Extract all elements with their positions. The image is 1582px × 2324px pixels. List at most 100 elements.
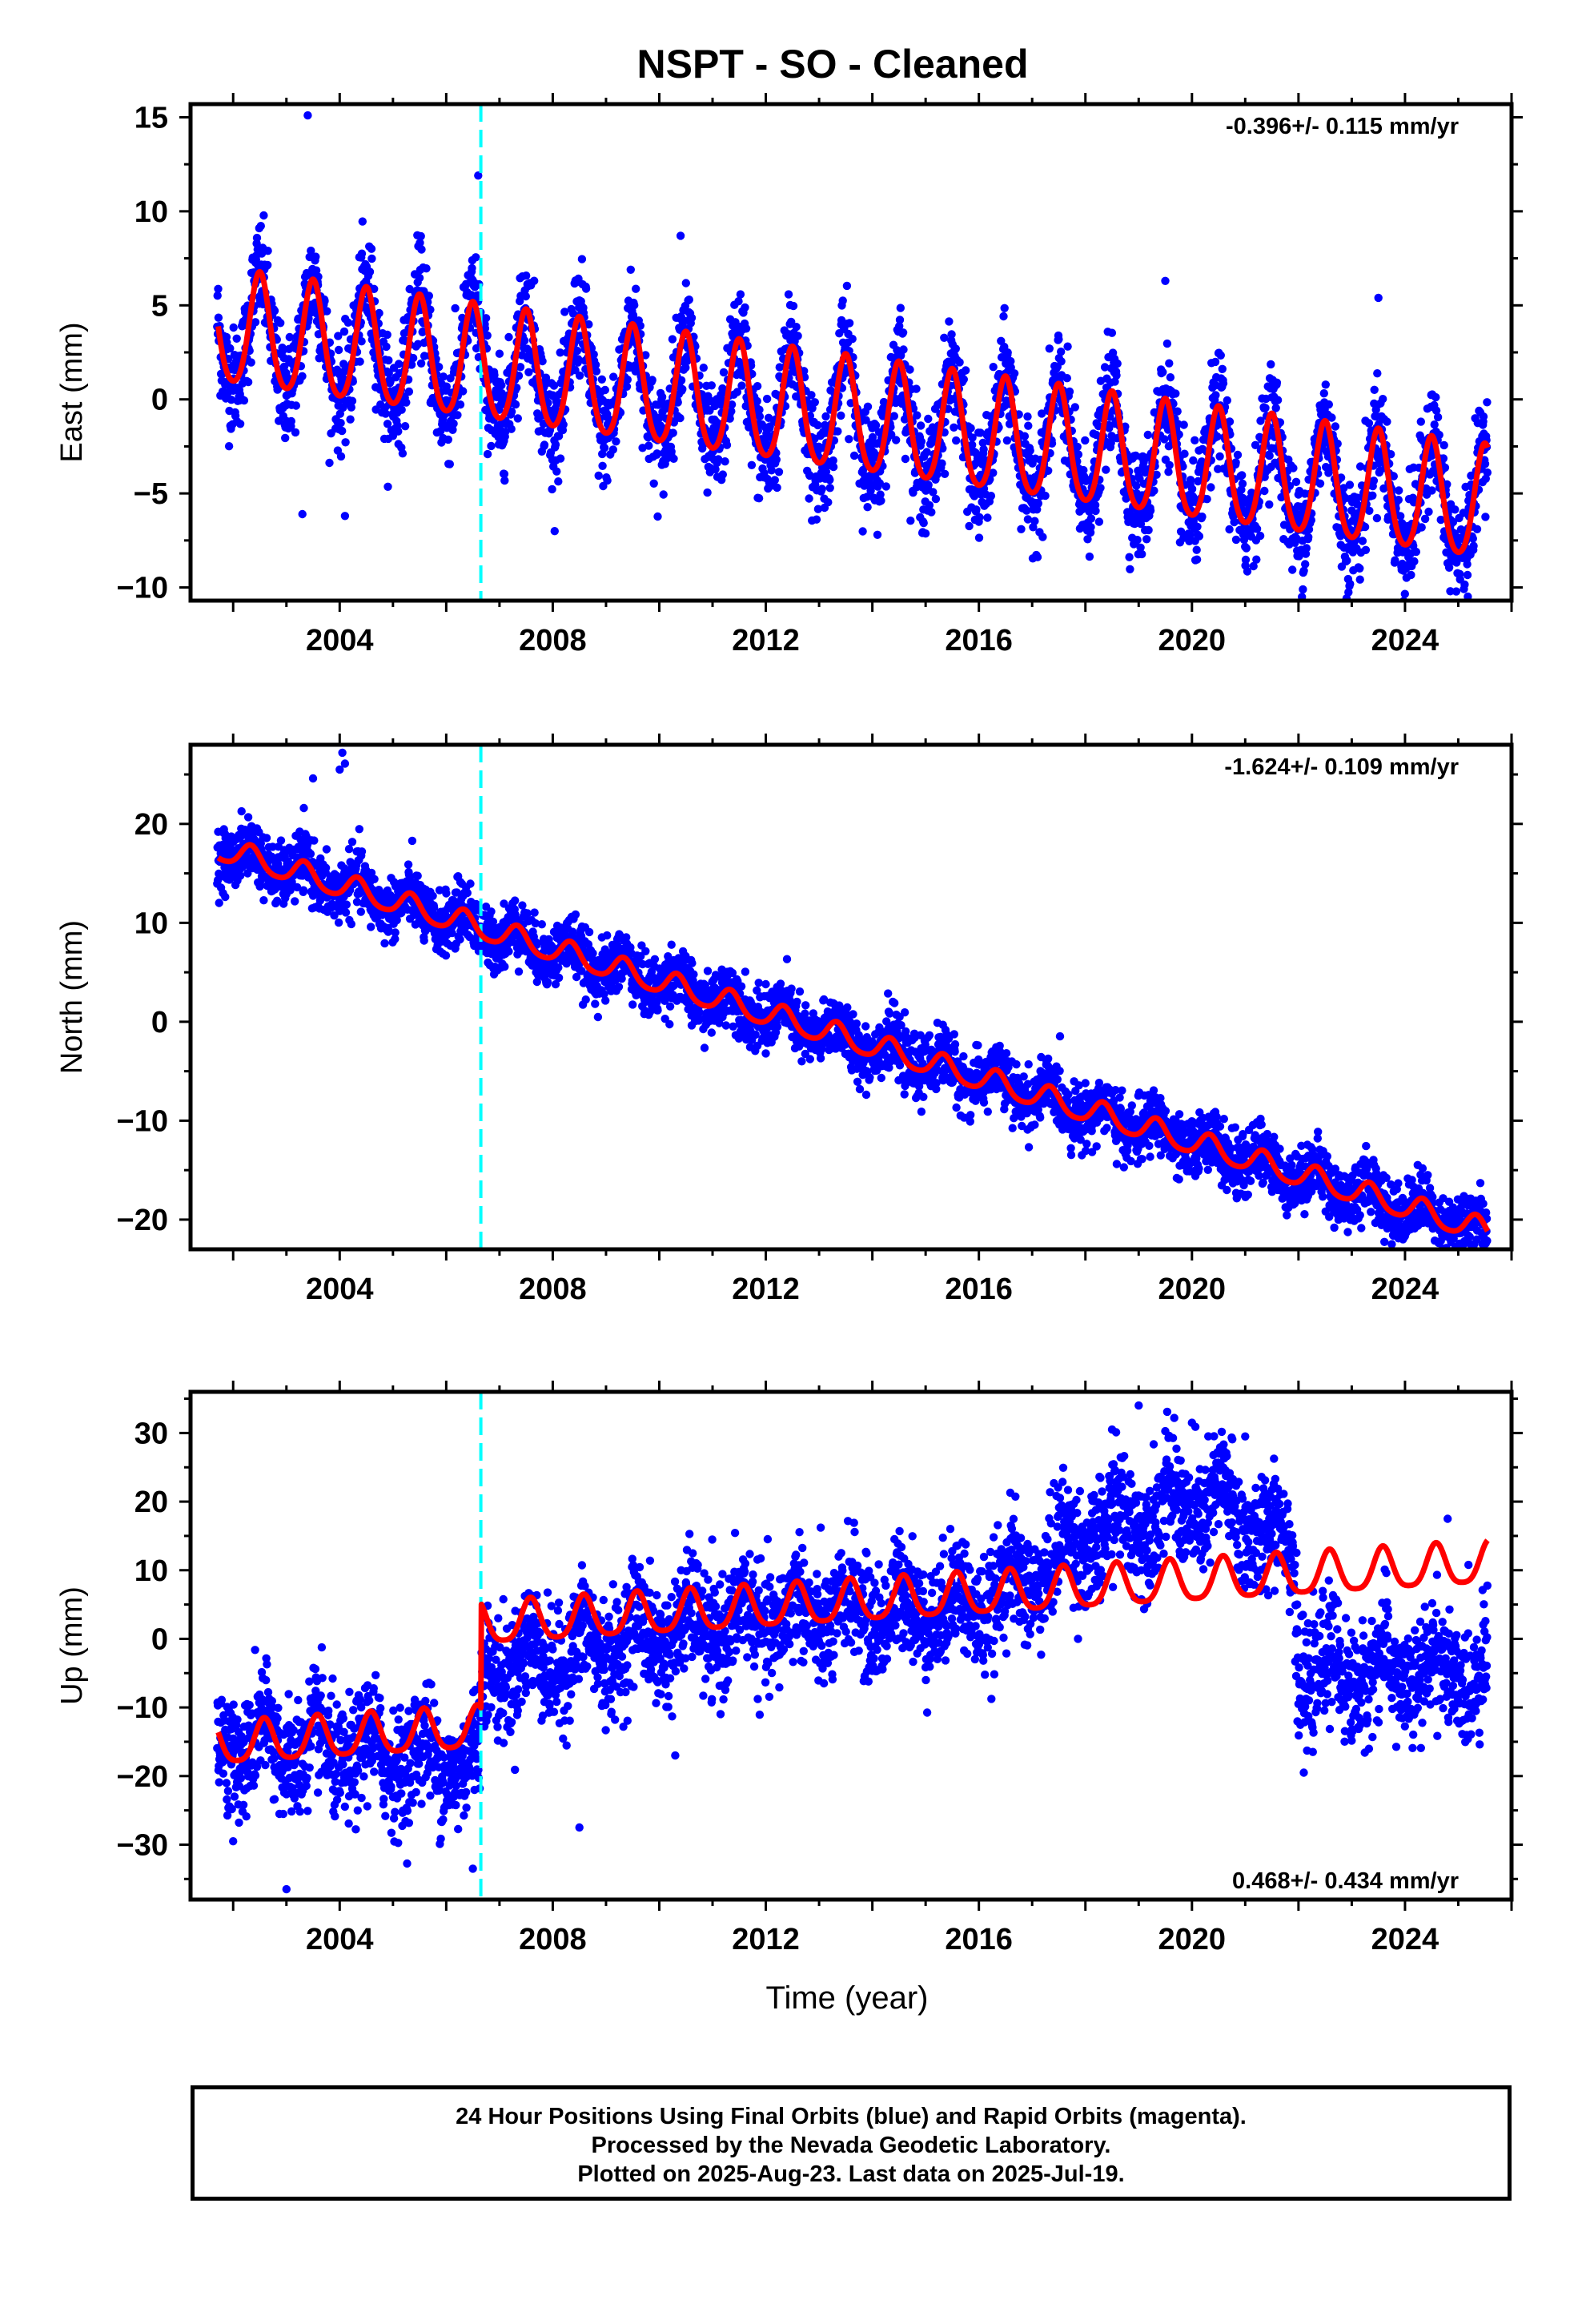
data-point: [435, 363, 444, 372]
data-point: [741, 324, 751, 333]
data-point: [367, 923, 375, 931]
data-point: [589, 350, 598, 359]
data-point: [1033, 553, 1042, 561]
data-point: [1410, 557, 1419, 566]
data-point: [685, 296, 693, 304]
data-point: [600, 444, 609, 452]
x-tick-label: 2024: [1371, 624, 1439, 657]
data-point: [572, 346, 582, 356]
data-point: [221, 892, 230, 902]
data-point: [367, 254, 376, 263]
data-point: [753, 382, 762, 391]
data-point: [1192, 555, 1202, 564]
data-point: [1370, 385, 1379, 394]
y-tick-label: 15: [135, 101, 168, 135]
data-point: [1369, 476, 1379, 485]
data-point: [1469, 541, 1478, 550]
data-point: [979, 444, 988, 454]
data-point: [1161, 276, 1170, 285]
data-point: [623, 375, 632, 384]
data-point: [320, 296, 329, 306]
data-point: [568, 309, 578, 318]
data-point: [1057, 357, 1066, 366]
data-point: [1219, 379, 1228, 388]
x-tick-label: 2016: [945, 624, 1013, 657]
data-point: [1173, 407, 1182, 416]
y-tick-label: 10: [135, 195, 168, 229]
data-point: [511, 896, 520, 905]
data-point: [805, 494, 813, 503]
data-point: [1142, 535, 1151, 544]
data-point: [1041, 491, 1050, 501]
data-point: [1460, 580, 1469, 589]
data-point: [1424, 507, 1433, 517]
data-point: [416, 359, 426, 368]
data-point: [575, 371, 584, 380]
x-tick-label: 2004: [306, 624, 374, 657]
data-point: [513, 414, 522, 423]
data-point: [952, 436, 961, 445]
data-point: [622, 382, 632, 391]
data-point: [1070, 403, 1080, 412]
data-point: [451, 304, 460, 313]
data-point: [901, 454, 910, 464]
data-point: [347, 396, 357, 405]
data-point: [357, 249, 367, 258]
data-point: [298, 372, 307, 380]
data-point: [413, 871, 422, 880]
data-point: [1211, 391, 1220, 400]
data-point: [917, 437, 926, 446]
data-point: [821, 412, 830, 421]
data-point: [612, 437, 620, 446]
data-point: [299, 886, 308, 895]
data-point: [243, 377, 253, 387]
data-point: [916, 421, 926, 430]
data-point: [1241, 555, 1251, 565]
data-point: [472, 253, 480, 262]
data-point: [520, 336, 529, 345]
data-point: [955, 358, 964, 367]
data-point: [252, 233, 262, 243]
data-point: [347, 919, 355, 929]
data-point: [1364, 419, 1374, 428]
data-point: [497, 388, 506, 398]
data-point: [922, 448, 931, 456]
data-point: [481, 314, 491, 323]
data-point: [1191, 436, 1199, 444]
data-point: [381, 409, 390, 418]
data-point: [1198, 513, 1207, 521]
data-point: [687, 313, 697, 323]
data-point: [322, 845, 331, 854]
data-point: [1238, 471, 1247, 480]
data-point: [703, 488, 712, 497]
data-point: [652, 449, 661, 458]
data-point: [341, 438, 350, 447]
data-point: [341, 908, 351, 917]
data-point: [357, 847, 367, 856]
data-point: [719, 368, 729, 377]
data-point: [950, 423, 958, 432]
data-point: [945, 317, 954, 326]
data-point: [468, 263, 476, 273]
data-point: [1223, 396, 1232, 405]
data-point: [550, 527, 559, 536]
data-point: [1193, 522, 1202, 531]
data-point: [1094, 517, 1104, 526]
data-point: [592, 367, 601, 376]
data-point: [1463, 570, 1472, 580]
x-tick-label: 2008: [519, 624, 587, 657]
data-point: [947, 330, 956, 339]
east-y-axis-label: East (mm): [55, 322, 89, 462]
data-point: [1372, 513, 1382, 523]
data-point: [466, 879, 475, 888]
data-point: [1192, 545, 1201, 554]
data-point: [375, 308, 383, 318]
data-point: [263, 260, 272, 270]
data-point: [417, 245, 426, 254]
data-point: [784, 290, 793, 299]
data-point: [1361, 545, 1371, 554]
data-point: [556, 454, 565, 463]
data-point: [1002, 436, 1012, 445]
data-point: [404, 387, 414, 396]
data-point: [490, 371, 499, 380]
